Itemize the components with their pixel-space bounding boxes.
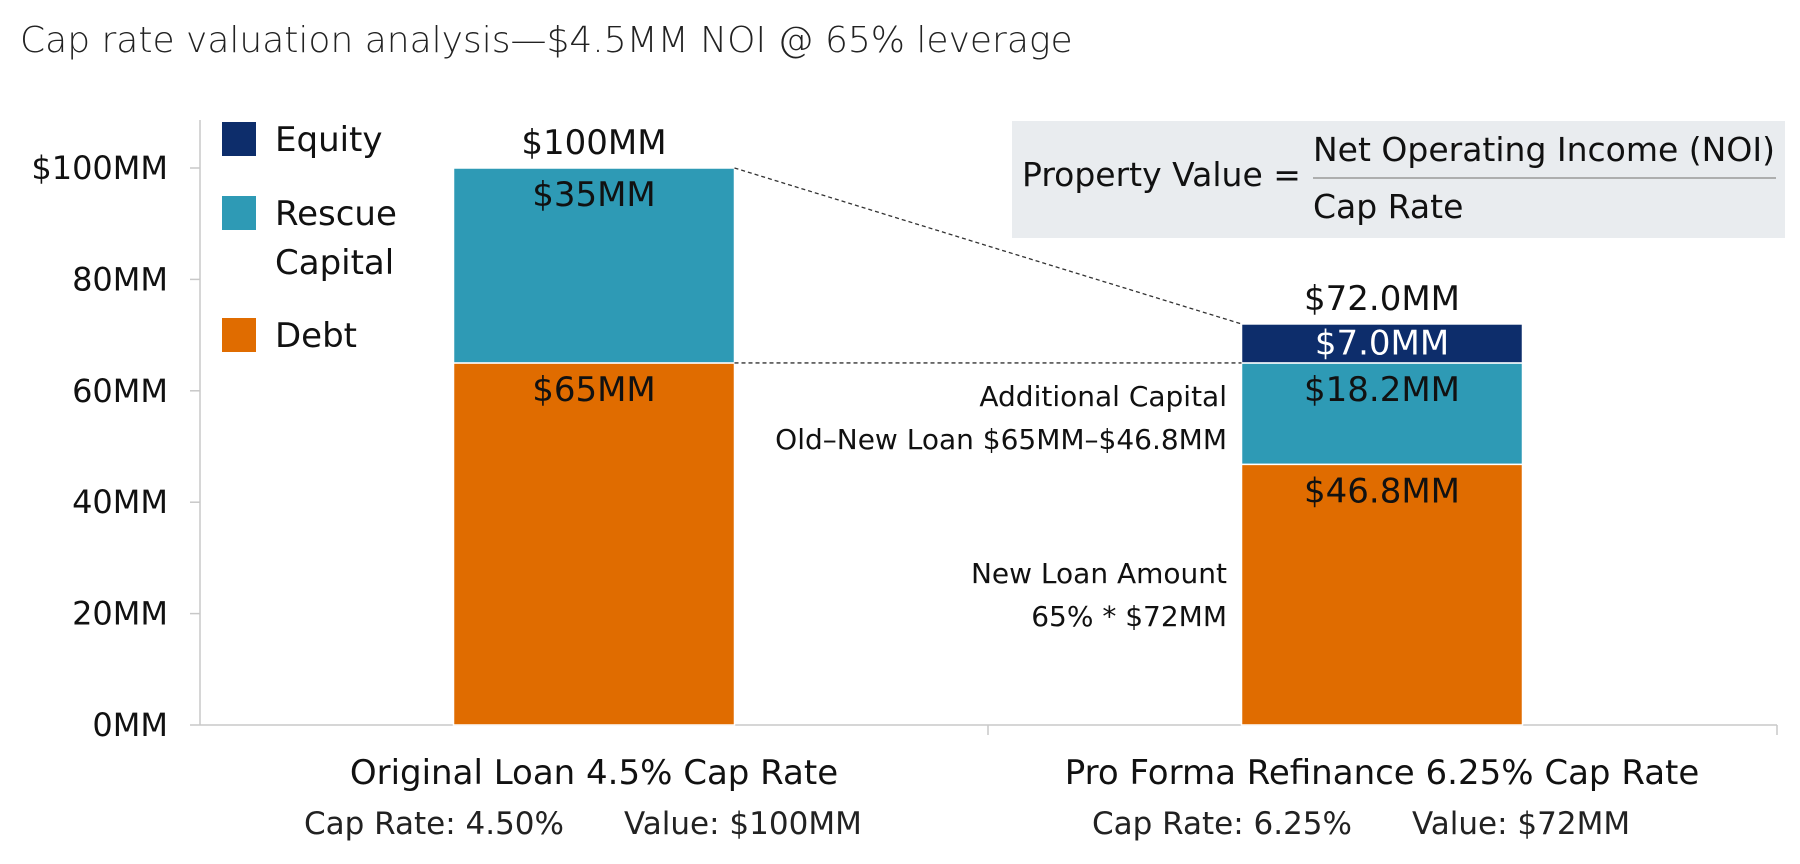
legend-label-debt: Debt: [275, 316, 357, 356]
bar-segment-equity: [1240, 323, 1524, 364]
legend-swatch-equity: [222, 122, 256, 156]
chart-title: Cap rate valuation analysis—$4.5MM NOI @…: [20, 20, 1073, 61]
legend-swatch-rescue: [222, 196, 256, 230]
y-tick-label: 40MM: [72, 483, 168, 521]
legend-swatch-debt: [222, 318, 256, 352]
category-caprate: Cap Rate: 6.25%: [1092, 806, 1352, 842]
category-value: Value: $100MM: [624, 806, 862, 842]
formula-numerator: Net Operating Income (NOI): [1313, 130, 1775, 169]
annotation-text: New Loan Amount: [971, 557, 1227, 590]
connectors: [734, 167, 1242, 364]
annotation-text: Additional Capital: [979, 380, 1227, 413]
bar-segment-debt: [452, 362, 736, 726]
category-labels: Original Loan 4.5% Cap Rate Cap Rate: 4.5…: [304, 753, 1699, 842]
bar-segment-rescue: [1240, 362, 1524, 466]
bar-segment-label-debt: $46.8MM: [1304, 471, 1460, 511]
category-value: Value: $72MM: [1412, 806, 1630, 842]
formula-box: [1012, 121, 1785, 238]
connector-dashed-line: [734, 167, 1242, 325]
legend-label-equity: Equity: [275, 120, 383, 160]
bar-segment-label-rescue: $18.2MM: [1304, 370, 1460, 410]
category-caprate: Cap Rate: 4.50%: [304, 806, 564, 842]
bar-segment-rescue: [452, 167, 736, 364]
legend-label-rescue: Rescue: [275, 194, 397, 234]
annotations: Additional Capital Old–New Loan $65MM–$46…: [775, 380, 1227, 633]
y-tick-label: 0MM: [92, 706, 168, 744]
y-tick-label: $100MM: [31, 149, 168, 187]
bar-total-label: $100MM: [521, 123, 666, 163]
legend: Equity Rescue Capital Debt: [222, 120, 397, 356]
legend-label-rescue: Capital: [275, 243, 394, 283]
bar-segment-debt: [1240, 463, 1524, 726]
y-tick-label: 60MM: [72, 372, 168, 410]
bar-total-label: $72.0MM: [1304, 279, 1460, 319]
bar-segment-label-equity: $7.0MM: [1315, 323, 1449, 363]
annotation-text: Old–New Loan $65MM–$46.8MM: [775, 423, 1227, 456]
annotation-text: 65% * $72MM: [1031, 600, 1227, 633]
category-label: Pro Forma Refinance 6.25% Cap Rate: [1065, 753, 1700, 793]
y-tick-label: 20MM: [72, 595, 168, 633]
y-tick-label: 80MM: [72, 260, 168, 298]
bar-segment-label-rescue: $35MM: [532, 175, 656, 215]
bars: [452, 167, 1524, 726]
formula-denominator: Cap Rate: [1313, 187, 1463, 226]
formula-lhs: Property Value =: [1022, 155, 1301, 194]
bar-segment-label-debt: $65MM: [532, 370, 656, 410]
category-label: Original Loan 4.5% Cap Rate: [350, 753, 838, 793]
data-labels: $65MM $35MM $100MM $46.8MM $18.2MM $7.0MM$72.…: [521, 123, 1460, 511]
